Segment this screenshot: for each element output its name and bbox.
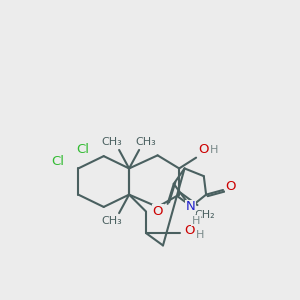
- Text: Cl: Cl: [51, 155, 64, 168]
- Text: N: N: [186, 200, 196, 213]
- Text: O: O: [152, 205, 163, 218]
- Text: H: H: [210, 145, 218, 155]
- Text: O: O: [226, 180, 236, 194]
- Text: CH₃: CH₃: [136, 137, 156, 147]
- Text: H: H: [196, 230, 204, 240]
- Text: O: O: [199, 143, 209, 157]
- Text: CH₃: CH₃: [102, 137, 122, 147]
- Text: CH₃: CH₃: [102, 216, 122, 226]
- Text: Cl: Cl: [76, 143, 89, 156]
- Text: H: H: [192, 216, 200, 226]
- Text: CH₂: CH₂: [194, 210, 215, 220]
- Text: O: O: [184, 224, 194, 236]
